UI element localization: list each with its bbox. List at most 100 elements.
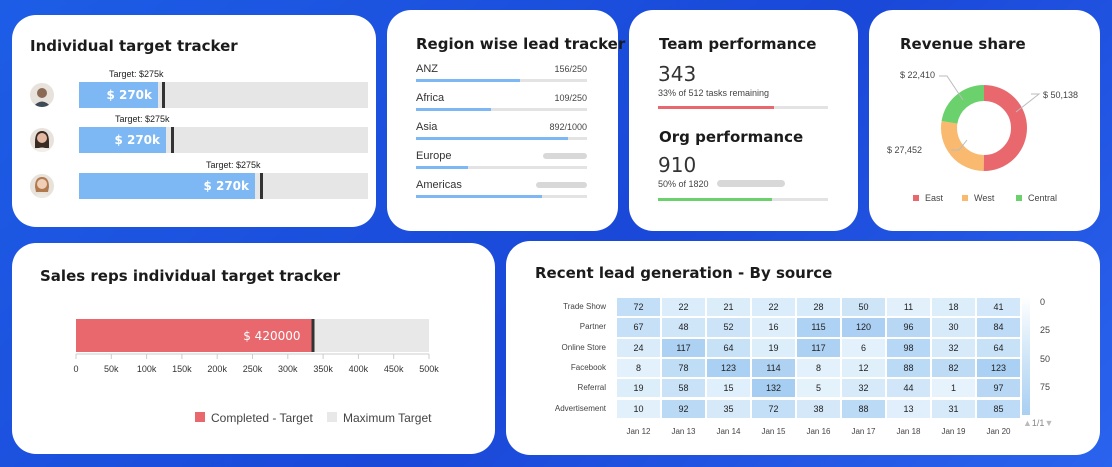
heatmap-cell[interactable]: 8 (796, 357, 841, 379)
heatmap-row-label: Advertisement (554, 403, 606, 413)
region-row-asia: Asia 892/1000 (416, 121, 587, 147)
heatmap-cell[interactable]: 31 (931, 398, 976, 419)
heatmap-cell[interactable]: 30 (931, 317, 976, 338)
heatmap-cell[interactable]: 64 (976, 337, 1021, 358)
heatmap-cell[interactable]: 41 (976, 297, 1021, 318)
heatmap-col-label: Jan 20 (986, 426, 1011, 436)
legend-label: Completed - Target (211, 411, 313, 425)
donut-slice-central[interactable] (941, 85, 985, 125)
heatmap-cell[interactable]: 22 (751, 297, 796, 318)
progress-fill (416, 108, 491, 111)
pager-up-icon[interactable]: ▲ (1023, 418, 1032, 428)
heatmap-cell[interactable]: 92 (661, 398, 706, 419)
target-marker (162, 82, 165, 108)
heatmap-cell[interactable]: 16 (751, 317, 796, 338)
heatmap-cell[interactable]: 114 (751, 357, 796, 379)
heatmap-cell[interactable]: 115 (796, 317, 841, 338)
heatmap-cell[interactable]: 10 (616, 398, 661, 419)
heatmap-cell[interactable]: 97 (976, 378, 1021, 399)
card-title: Revenue share (900, 35, 1026, 53)
heatmap-cell[interactable]: 96 (886, 317, 931, 338)
heatmap-cell[interactable]: 58 (661, 378, 706, 399)
heatmap-cell[interactable]: 123 (976, 357, 1021, 379)
heatmap-col-label: Jan 14 (716, 426, 741, 436)
heatmap-cell[interactable]: 1 (931, 378, 976, 399)
heatmap-cell[interactable]: 72 (616, 297, 661, 318)
heatmap-cell[interactable]: 44 (886, 378, 931, 399)
color-scale (1022, 297, 1030, 415)
track-fill: $ 270k (79, 173, 255, 199)
region-name: Asia (416, 121, 438, 133)
value-placeholder (536, 182, 587, 188)
heatmap-cell[interactable]: 11 (886, 297, 931, 318)
heatmap-cell[interactable]: 82 (931, 357, 976, 379)
heatmap-cell[interactable]: 28 (796, 297, 841, 318)
avatar (30, 174, 54, 198)
pager-down-icon[interactable]: ▼ (1044, 418, 1054, 428)
heatmap-cell[interactable]: 19 (616, 378, 661, 399)
heatmap-cell[interactable]: 35 (706, 398, 751, 419)
heatmap-cell[interactable]: 98 (886, 337, 931, 358)
scale-tick: 0 (1040, 297, 1046, 307)
heatmap-cell[interactable]: 120 (841, 317, 886, 338)
heatmap-col-label: Jan 15 (761, 426, 786, 436)
heatmap-cell[interactable]: 5 (796, 378, 841, 399)
heatmap-cell[interactable]: 88 (886, 357, 931, 379)
heatmap-cell[interactable]: 85 (976, 398, 1021, 419)
heatmap-cell[interactable]: 22 (661, 297, 706, 318)
heatmap-cell[interactable]: 32 (841, 378, 886, 399)
progress-track (416, 108, 587, 111)
heatmap-cell[interactable]: 21 (706, 297, 751, 318)
legend-label: Maximum Target (343, 411, 432, 425)
avatar (30, 128, 54, 152)
region-value: 156/250 (554, 64, 587, 74)
card-title: Region wise lead tracker (416, 35, 626, 53)
heatmap-cell[interactable]: 32 (931, 337, 976, 358)
region-lead-tracker-card: Region wise lead tracker ANZ 156/250 Afr… (387, 10, 625, 231)
heatmap-row-label: Online Store (561, 342, 606, 352)
heatmap-cell[interactable]: 117 (796, 337, 841, 358)
heatmap-cell[interactable]: 38 (796, 398, 841, 419)
heatmap-cell[interactable]: 15 (706, 378, 751, 399)
heatmap-cell[interactable]: 18 (931, 297, 976, 318)
x-tick-label: 400k (349, 364, 369, 374)
heatmap-cell[interactable]: 8 (616, 357, 661, 379)
heatmap-cell[interactable]: 12 (841, 357, 886, 379)
donut-slice-east[interactable] (983, 85, 1027, 171)
legend-item-east: East (913, 193, 943, 203)
org-performance-title: Org performance (659, 128, 804, 146)
heatmap-cell[interactable]: 117 (661, 337, 706, 358)
heatmap-cell[interactable]: 52 (706, 317, 751, 338)
scale-pager[interactable]: ▲1/1▼ (1023, 418, 1053, 428)
heatmap-cell[interactable]: 48 (661, 317, 706, 338)
lead-heatmap: Trade Show 72 22 21 22 28 50 11 18 41 Partner 67 48 5… (506, 241, 1100, 455)
heatmap-cell[interactable]: 13 (886, 398, 931, 419)
heatmap-row-label: Partner (579, 322, 606, 332)
heatmap-cell[interactable]: 123 (706, 357, 751, 379)
heatmap-cell[interactable]: 132 (751, 378, 796, 399)
x-tick-label: 100k (137, 364, 157, 374)
target-label: Target: $275k (206, 160, 261, 170)
heatmap-cell[interactable]: 24 (616, 337, 661, 358)
donut-slice-west[interactable] (941, 121, 985, 171)
legend-swatch (327, 412, 337, 422)
heatmap-cell[interactable]: 6 (841, 337, 886, 358)
heatmap-cell[interactable]: 72 (751, 398, 796, 419)
heatmap-cell[interactable]: 67 (616, 317, 661, 338)
target-marker (260, 173, 263, 199)
completed-bar[interactable] (76, 319, 313, 352)
heatmap-row-label: Facebook (570, 362, 606, 372)
region-value: 892/1000 (549, 122, 587, 132)
heatmap-cell[interactable]: 88 (841, 398, 886, 419)
heatmap-cell[interactable]: 78 (661, 357, 706, 379)
legend-swatch (1016, 195, 1022, 201)
heatmap-cell[interactable]: 50 (841, 297, 886, 318)
heatmap-cell[interactable]: 19 (751, 337, 796, 358)
progress-fill (416, 195, 542, 198)
legend-label: East (925, 193, 944, 203)
target-label: Target: $275k (109, 69, 164, 79)
region-row-anz: ANZ 156/250 (416, 63, 587, 89)
bar-value: $ 270k (203, 179, 249, 193)
heatmap-cell[interactable]: 64 (706, 337, 751, 358)
heatmap-cell[interactable]: 84 (976, 317, 1021, 338)
